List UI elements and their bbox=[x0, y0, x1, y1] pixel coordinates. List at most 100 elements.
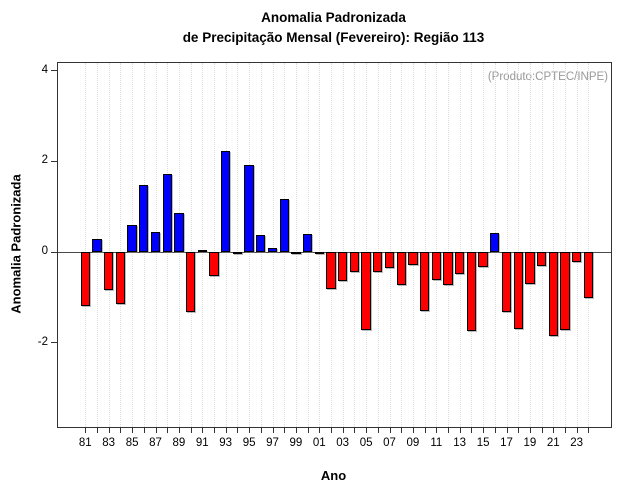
x-axis-tick-label: 15 bbox=[476, 437, 490, 449]
chart-title-line2: de Precipitação Mensal (Fevereiro): Regi… bbox=[182, 30, 485, 45]
y-axis-tick bbox=[51, 342, 57, 344]
gridline bbox=[120, 63, 122, 427]
gridline bbox=[237, 63, 239, 427]
gridline bbox=[448, 63, 449, 427]
bar-21 bbox=[548, 252, 558, 337]
gridline bbox=[459, 63, 461, 427]
bar-83 bbox=[104, 252, 114, 290]
gridline bbox=[506, 63, 508, 427]
x-axis-tick bbox=[494, 428, 496, 433]
x-axis-tick-label: 91 bbox=[195, 437, 209, 449]
x-axis-tick-label: 99 bbox=[289, 437, 303, 449]
bar-19 bbox=[525, 252, 535, 285]
gridline bbox=[190, 63, 192, 427]
y-axis-title: Anomalia Padronizada bbox=[8, 174, 24, 314]
x-axis-tick bbox=[167, 428, 169, 433]
bar-97 bbox=[267, 248, 278, 253]
x-axis-tick bbox=[565, 428, 566, 433]
chart-title: Anomalia Padronizada de Precipitação Men… bbox=[57, 8, 610, 48]
bar-89 bbox=[174, 213, 184, 252]
x-axis-tick-label: 03 bbox=[336, 437, 350, 449]
x-axis-tick bbox=[120, 428, 122, 433]
y-axis-tick bbox=[51, 251, 57, 253]
bar-87 bbox=[150, 231, 161, 253]
gridline bbox=[295, 63, 297, 427]
x-axis-tick bbox=[237, 428, 239, 433]
gridline bbox=[342, 63, 344, 427]
x-axis-tick-label: 23 bbox=[570, 437, 584, 449]
bar-12 bbox=[443, 252, 453, 285]
chart-title-line1: Anomalia Padronizada bbox=[261, 10, 406, 25]
x-axis-tick-label: 97 bbox=[266, 437, 279, 449]
x-axis-tick bbox=[412, 428, 414, 433]
bar-08 bbox=[396, 252, 406, 285]
gridline bbox=[202, 63, 204, 427]
bar-98 bbox=[279, 198, 289, 253]
bar-13 bbox=[455, 252, 465, 274]
x-axis-tick bbox=[483, 428, 485, 433]
bar-91 bbox=[197, 249, 207, 253]
x-axis-tick bbox=[342, 428, 344, 433]
x-axis-tick-label: 07 bbox=[383, 437, 396, 449]
gridline bbox=[354, 63, 356, 427]
x-axis-tick bbox=[190, 428, 192, 433]
x-axis-tick-label: 81 bbox=[78, 437, 92, 449]
x-axis-tick bbox=[459, 428, 461, 433]
bar-90 bbox=[185, 252, 196, 313]
x-axis-tick-label: 13 bbox=[453, 437, 467, 449]
bar-22 bbox=[560, 252, 570, 331]
x-axis-tick bbox=[108, 428, 110, 433]
gridline bbox=[412, 63, 414, 427]
x-axis-tick-label: 01 bbox=[312, 437, 326, 449]
gridline bbox=[565, 63, 566, 427]
gridline bbox=[401, 63, 403, 427]
x-axis-tick bbox=[85, 428, 87, 433]
bar-86 bbox=[139, 184, 149, 253]
gridline bbox=[529, 63, 531, 427]
bar-24 bbox=[583, 252, 594, 299]
x-axis-tick bbox=[249, 428, 251, 433]
x-axis-tick bbox=[307, 428, 309, 433]
x-axis-tick-label: 11 bbox=[430, 437, 443, 449]
bar-81 bbox=[80, 252, 90, 307]
bar-93 bbox=[221, 151, 231, 253]
gridline bbox=[366, 63, 368, 427]
bar-15 bbox=[478, 252, 488, 268]
x-axis-tick bbox=[424, 428, 426, 433]
y-axis-tick-label: 0 bbox=[41, 245, 48, 258]
bar-20 bbox=[536, 252, 547, 267]
bar-06 bbox=[373, 252, 383, 272]
gridline bbox=[483, 63, 485, 427]
bar-14 bbox=[466, 252, 477, 331]
x-axis-title: Ano bbox=[320, 468, 347, 483]
x-axis-tick bbox=[225, 428, 227, 433]
x-axis-tick bbox=[202, 428, 204, 433]
x-axis-tick bbox=[155, 428, 157, 433]
bar-84 bbox=[115, 252, 126, 305]
x-axis-tick bbox=[178, 428, 180, 433]
bar-99 bbox=[291, 252, 301, 255]
plot-area: (Produto:CPTEC/INPE) 81 83 85 87 89 91 93 95 97 9… bbox=[38, 62, 612, 449]
bar-16 bbox=[490, 232, 500, 253]
x-axis-tick bbox=[389, 428, 391, 433]
bar-88 bbox=[162, 174, 172, 252]
gridline bbox=[272, 63, 274, 427]
x-axis-tick-label: 19 bbox=[523, 437, 537, 449]
x-axis-tick-label: 87 bbox=[149, 437, 162, 449]
y-axis-tick-label: 4 bbox=[41, 63, 48, 76]
bar-18 bbox=[513, 252, 523, 330]
x-axis-tick bbox=[260, 428, 262, 433]
bar-02 bbox=[326, 252, 336, 290]
x-axis-tick bbox=[529, 428, 531, 433]
x-axis-tick bbox=[506, 428, 508, 433]
x-axis-tick-label: 09 bbox=[406, 437, 420, 449]
bar-03 bbox=[338, 252, 348, 282]
bar-05 bbox=[361, 252, 371, 330]
gridline bbox=[424, 63, 426, 427]
x-axis-tick-label: 17 bbox=[500, 437, 513, 449]
x-axis-tick bbox=[143, 428, 145, 433]
x-axis-tick bbox=[377, 428, 379, 433]
bar-17 bbox=[501, 252, 512, 313]
bar-23 bbox=[572, 252, 582, 262]
x-axis-tick bbox=[588, 428, 590, 433]
